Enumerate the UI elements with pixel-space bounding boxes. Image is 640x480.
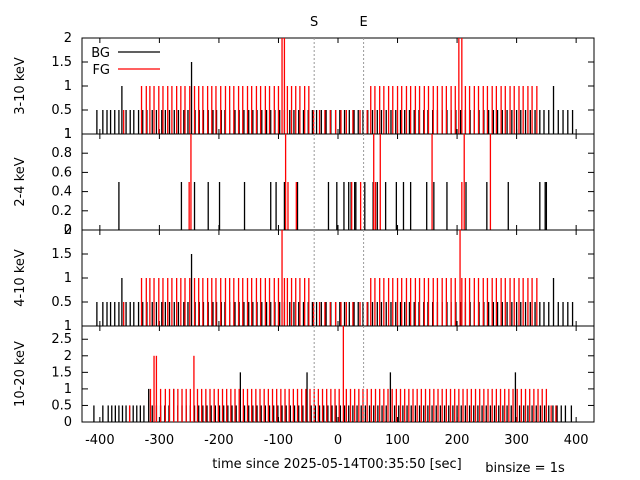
legend: BG FG <box>91 46 160 78</box>
marker-label-e: E <box>359 15 367 30</box>
panel-2: 2-4 keV 0 0.2 0.4 0.6 0.8 1 <box>13 127 595 238</box>
panel-4: 10-20 keV 0 0.51 1.52 2.5 <box>13 325 595 430</box>
x-tick-label: -100 <box>264 433 294 448</box>
series-fg <box>123 230 538 326</box>
binsize-label: binsize = 1s <box>485 461 565 476</box>
x-tick-label: -400 <box>85 433 115 448</box>
y-tick-label: 2 <box>64 223 72 238</box>
y-tick-label: 0.6 <box>51 165 72 180</box>
y-tick-label: 0.5 <box>51 398 72 413</box>
panel-3: 4-10 keV 1 0.5 1 1.5 2 <box>13 223 595 334</box>
y-tick-label: 2.5 <box>51 332 72 347</box>
panel-frame <box>81 133 595 231</box>
y-axis-label: 10-20 keV <box>13 341 28 407</box>
y-tick-label: 1 <box>64 127 72 142</box>
y-tick-label: 1 <box>64 127 72 142</box>
y-tick-label: 0.2 <box>51 204 72 219</box>
y-tick-label: 1.5 <box>51 247 72 262</box>
y-tick-label: 1 <box>64 271 72 286</box>
x-tick-label: 100 <box>385 433 410 448</box>
y-tick-label: 0 <box>64 415 72 430</box>
y-tick-label: 1 <box>64 319 72 334</box>
x-axis: -400 -300 -200 -100 0 100 200 300 400 <box>85 433 588 448</box>
panel-1: 3-10 keV 1 0.5 1 1.5 2 <box>13 31 595 142</box>
x-tick-label: -300 <box>145 433 175 448</box>
x-axis-label: time since 2025-05-14T00:35:50 [sec] <box>212 457 461 472</box>
y-tick-label: 0.8 <box>51 146 72 161</box>
series-bg <box>118 182 548 230</box>
y-tick-label: 0.5 <box>51 295 72 310</box>
y-axis-label: 4-10 keV <box>13 249 28 307</box>
y-tick-label: 1 <box>64 79 72 94</box>
series-fg <box>123 38 538 134</box>
x-tick-label: 300 <box>504 433 529 448</box>
y-tick-label: 1.5 <box>51 365 72 380</box>
y-tick-label: 0.5 <box>51 103 72 118</box>
series-fg <box>128 326 557 422</box>
series-fg <box>188 134 492 230</box>
x-tick-label: 200 <box>445 433 470 448</box>
y-axis-label: 2-4 keV <box>13 157 28 206</box>
y-axis-label: 3-10 keV <box>13 57 28 115</box>
y-tick-label: 0 <box>64 223 72 238</box>
y-tick-label: 2 <box>64 349 72 364</box>
legend-label-bg: BG <box>91 46 110 61</box>
x-tick-label: 0 <box>334 433 342 448</box>
legend-label-fg: FG <box>92 63 110 78</box>
y-tick-label: 1.5 <box>51 55 72 70</box>
marker-label-s: S <box>310 15 318 30</box>
x-tick-label: -200 <box>204 433 234 448</box>
y-tick-label: 0.4 <box>51 185 72 200</box>
y-tick-label: 2 <box>64 31 72 46</box>
x-tick-label: 400 <box>564 433 589 448</box>
y-tick-label: 1 <box>64 382 72 397</box>
